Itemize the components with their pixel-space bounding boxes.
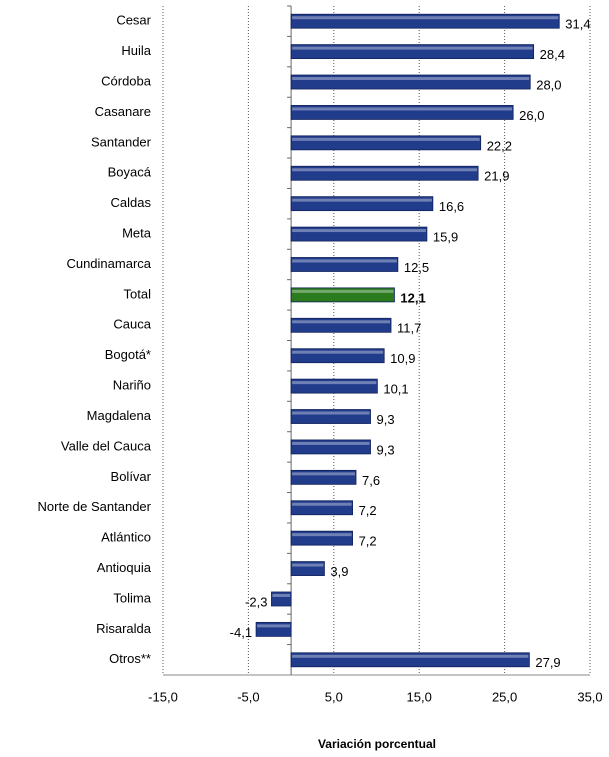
- bar: [290, 257, 399, 272]
- bar-shine: [292, 441, 370, 445]
- bar: [290, 74, 531, 90]
- bar: [290, 348, 385, 364]
- bar: [290, 378, 378, 394]
- y-tick-label: Bogotá*: [105, 347, 151, 362]
- bar: [290, 287, 395, 303]
- value-label: 28,4: [540, 47, 565, 62]
- value-label: 31,4: [565, 17, 590, 32]
- bar: [290, 439, 371, 455]
- bar-shine: [292, 563, 324, 567]
- bar-shine: [292, 533, 352, 537]
- y-tick-label: Bolívar: [111, 469, 152, 484]
- y-tick-label: Boyacá: [108, 165, 152, 180]
- bar-shine: [292, 289, 394, 293]
- y-tick-label: Magdalena: [87, 408, 152, 423]
- value-label: 27,9: [535, 655, 560, 670]
- bar-shine: [292, 168, 478, 172]
- bar: [290, 530, 353, 546]
- bar-shine: [292, 320, 391, 324]
- bar-shine: [292, 77, 530, 81]
- bar-shine: [292, 107, 513, 111]
- y-tick-label: Cesar: [116, 13, 151, 28]
- y-tick-label: Tolima: [113, 590, 151, 605]
- value-label: 10,9: [390, 351, 415, 366]
- bar-shine: [292, 411, 370, 415]
- bar: [255, 621, 292, 637]
- value-label: 7,2: [359, 503, 377, 518]
- y-tick-label: Caldas: [111, 195, 152, 210]
- x-tick-label: -5,0: [237, 689, 259, 704]
- value-label: 7,2: [359, 534, 377, 549]
- bar-shine: [292, 46, 533, 50]
- bar: [290, 409, 371, 424]
- bar: [290, 196, 434, 212]
- y-tick-label: Total: [124, 286, 152, 301]
- value-label: 10,1: [383, 382, 408, 397]
- x-tick-label: 15,0: [407, 689, 432, 704]
- y-tick-label: Antioquia: [97, 560, 152, 575]
- bar: [290, 135, 482, 151]
- y-tick-label: Nariño: [113, 378, 151, 393]
- bar-shine: [292, 259, 397, 263]
- bar-shine: [292, 229, 426, 233]
- bar: [290, 165, 479, 181]
- y-tick-label: Norte de Santander: [38, 499, 152, 514]
- y-tick-label: Otros**: [109, 651, 151, 666]
- bar-shine: [292, 381, 377, 385]
- value-label: -2,3: [245, 594, 267, 609]
- value-label: 26,0: [519, 108, 544, 123]
- value-label: 15,9: [433, 230, 458, 245]
- bar: [290, 13, 560, 29]
- bar: [290, 105, 514, 120]
- x-tick-label: 25,0: [492, 689, 517, 704]
- bar: [290, 226, 428, 242]
- x-tick-label: 35,0: [577, 689, 602, 704]
- bar: [290, 500, 353, 516]
- value-label: 12,5: [404, 260, 429, 275]
- y-tick-label: Meta: [122, 226, 152, 241]
- bar-shine: [272, 593, 291, 597]
- y-tick-label: Risaralda: [96, 621, 152, 636]
- value-label: 9,3: [377, 442, 395, 457]
- y-tick-label: Santander: [91, 134, 152, 149]
- value-label: 11,7: [397, 321, 421, 336]
- value-label: 3,9: [330, 564, 348, 579]
- bar-shine: [292, 472, 356, 476]
- y-tick-label: Casanare: [95, 104, 151, 119]
- bar: [290, 652, 530, 668]
- bar-shine: [292, 16, 559, 20]
- y-tick-label: Atlántico: [101, 530, 151, 545]
- bar-shine: [292, 502, 352, 506]
- y-tick-label: Cauca: [113, 317, 151, 332]
- bar-shine: [257, 624, 291, 628]
- bar: [271, 591, 292, 607]
- value-label: 9,3: [377, 412, 395, 427]
- value-label: 22,2: [487, 138, 512, 153]
- value-label: 28,0: [536, 77, 561, 92]
- bar: [290, 317, 392, 333]
- bar: [290, 469, 357, 485]
- y-tick-label: Huila: [121, 43, 151, 58]
- y-tick-label: Cundinamarca: [66, 256, 151, 271]
- bar-shine: [292, 198, 432, 202]
- y-tick-label: Valle del Cauca: [61, 438, 152, 453]
- x-tick-label: 5,0: [325, 689, 343, 704]
- y-tick-label: Córdoba: [101, 73, 152, 88]
- bar-shine: [292, 350, 384, 354]
- bar-shine: [292, 654, 529, 658]
- value-label: -4,1: [230, 625, 252, 640]
- value-label: 16,6: [439, 199, 464, 214]
- bar: [290, 44, 535, 60]
- bar: [290, 561, 325, 576]
- value-label: 21,9: [484, 169, 509, 184]
- value-label: 12,1: [400, 290, 425, 305]
- bar-shine: [292, 137, 480, 141]
- x-axis-title: Variación porcentual: [318, 737, 436, 751]
- x-tick-label: -15,0: [148, 689, 178, 704]
- value-label: 7,6: [362, 473, 380, 488]
